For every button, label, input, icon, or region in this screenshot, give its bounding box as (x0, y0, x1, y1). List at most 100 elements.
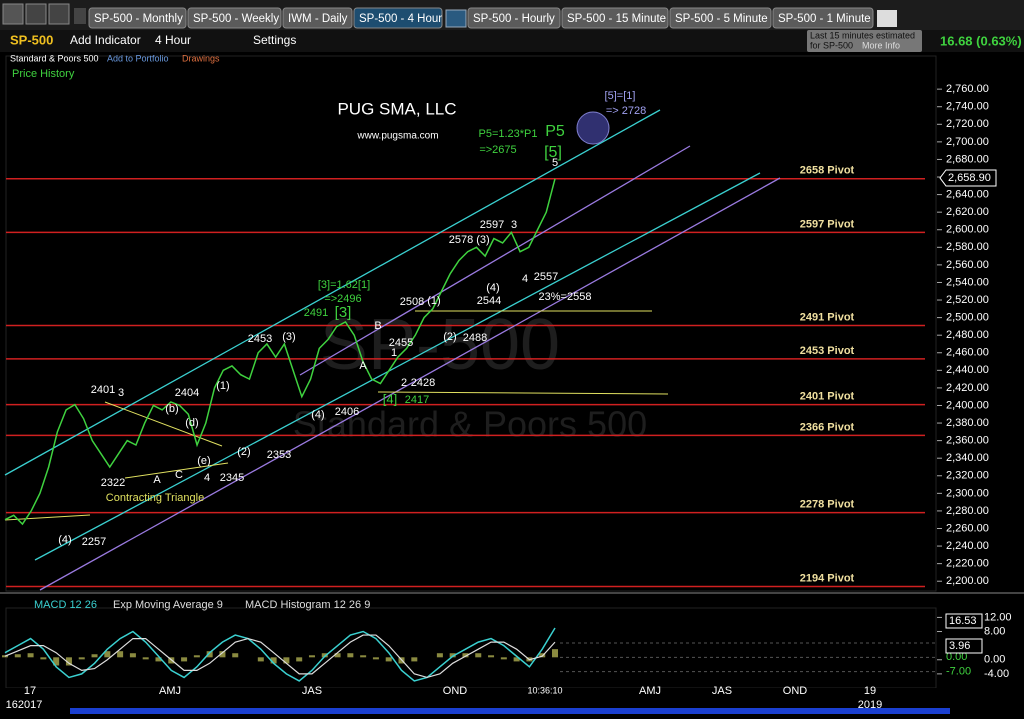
time-label: 10:36:10 (527, 685, 562, 695)
annotation: Contracting Triangle (106, 492, 204, 504)
more-info[interactable]: More Info (862, 40, 900, 50)
macd-histogram (193, 655, 200, 658)
macd-legend[interactable]: MACD Histogram 12 26 9 (245, 599, 370, 611)
tab[interactable] (669, 7, 772, 29)
channel-line (4, 109, 661, 476)
y-tick-label: 2,260.00 (946, 522, 989, 534)
pivot-label: 2194 Pivot (800, 572, 855, 584)
add-portfolio[interactable]: Add to Portfolio (107, 53, 169, 63)
macd-tick-label: -4.00 (984, 668, 1009, 680)
annotation: C (175, 469, 183, 481)
tab-label[interactable]: SP-500 - 1 Minute (778, 13, 871, 25)
macd-histogram (488, 655, 495, 658)
y-tick-label: 2,300.00 (946, 487, 989, 499)
y-tick-label: 2,280.00 (946, 505, 989, 517)
annotation: 4 (204, 472, 210, 484)
price-history[interactable]: Price History (12, 68, 75, 80)
y-tick-label: 2,220.00 (946, 558, 989, 570)
tab[interactable] (282, 7, 353, 29)
annotation: 2597 (480, 219, 504, 231)
channel-line (299, 145, 691, 376)
symbol[interactable]: SP-500 (10, 32, 53, 47)
panel-divider (0, 592, 1024, 594)
tab-label[interactable]: SP-500 - Hourly (473, 13, 555, 25)
tab[interactable] (353, 7, 443, 29)
tab-icon[interactable] (2, 3, 24, 25)
annotation: 1 (391, 347, 397, 359)
pivot-label: 2597 Pivot (800, 218, 855, 230)
macd-histogram (206, 651, 213, 658)
pivot-label: 2658 Pivot (800, 165, 855, 177)
macd-histogram (500, 657, 507, 660)
macd-histogram (65, 657, 72, 666)
macd-histogram (436, 653, 443, 658)
macd-histogram (27, 653, 34, 658)
tab-label[interactable]: SP-500 - 4 Hour (359, 13, 442, 25)
tab-label[interactable]: SP-500 - 5 Minute (675, 13, 768, 25)
annotation: 2404 (175, 387, 199, 399)
triangle-line (104, 401, 223, 447)
y-tick-label: 2,580.00 (946, 241, 989, 253)
price-line (4, 178, 556, 526)
macd-tick-label: -7.00 (946, 666, 971, 678)
interval[interactable]: 4 Hour (155, 33, 191, 47)
time-label: JAS (712, 685, 732, 697)
tab-label[interactable]: SP-500 - Monthly (94, 13, 183, 25)
annotation: 2406 (335, 406, 359, 418)
scrollbar[interactable] (70, 708, 950, 714)
grid-icon[interactable] (25, 3, 47, 25)
macd-tick-label: 0.00 (946, 651, 967, 663)
annotation: (1) (427, 295, 440, 307)
annotation: =>2496 (324, 293, 361, 305)
time-label: JAS (302, 685, 322, 697)
time-label: 17 (24, 685, 36, 697)
tab-label[interactable]: SP-500 - Weekly (193, 13, 279, 25)
macd-histogram (539, 653, 546, 658)
macd-histogram (552, 649, 558, 658)
macd-legend[interactable]: MACD 12 26 (34, 599, 97, 611)
channel-line (34, 172, 761, 561)
macd-histogram (78, 657, 85, 660)
tab[interactable] (561, 7, 669, 29)
tab[interactable] (467, 7, 561, 29)
annotation: (4) (311, 409, 324, 421)
annotation: P5=1.23*P1 (478, 128, 537, 140)
annotation: 23%=2558 (539, 291, 592, 303)
macd-legend[interactable]: Exp Moving Average 9 (113, 599, 223, 611)
tab-close[interactable] (445, 9, 467, 28)
settings[interactable]: Settings (253, 33, 296, 47)
drawings[interactable]: Drawings (182, 53, 220, 63)
macd-histogram (117, 651, 124, 658)
add-indicator[interactable]: Add Indicator (70, 33, 141, 47)
annotation: 2345 (220, 472, 244, 484)
tab[interactable] (88, 7, 187, 29)
annotation: [4] (383, 391, 397, 406)
watermark: Standard & Poors 500 (293, 404, 647, 445)
annotation: 2455 (389, 337, 413, 349)
tab-label[interactable]: IWM - Daily (288, 13, 348, 25)
macd-histogram (449, 653, 456, 658)
triangle-line (4, 514, 91, 521)
annotation: 3 (118, 387, 124, 399)
annotation: P5 (545, 123, 565, 140)
macd-histogram (385, 657, 392, 662)
readout-box (945, 638, 983, 654)
y-tick-label: 2,760.00 (946, 83, 989, 95)
tab[interactable] (187, 7, 282, 29)
y-tick-label: 2,620.00 (946, 206, 989, 218)
annotation: 2491 (304, 307, 328, 319)
dropdown[interactable] (74, 8, 86, 24)
new-tab[interactable] (877, 10, 897, 27)
grid-icon[interactable] (48, 3, 70, 25)
macd-histogram (129, 653, 136, 658)
y-tick-label: 2,420.00 (946, 382, 989, 394)
macd-line (4, 627, 556, 682)
tab-label[interactable]: SP-500 - 15 Minute (567, 13, 666, 25)
annotation: 2322 (101, 477, 125, 489)
signal-line (4, 634, 556, 679)
level-line (377, 391, 669, 395)
macd-histogram (462, 653, 469, 658)
annotation: =>2675 (479, 144, 516, 156)
tab[interactable] (772, 7, 874, 29)
